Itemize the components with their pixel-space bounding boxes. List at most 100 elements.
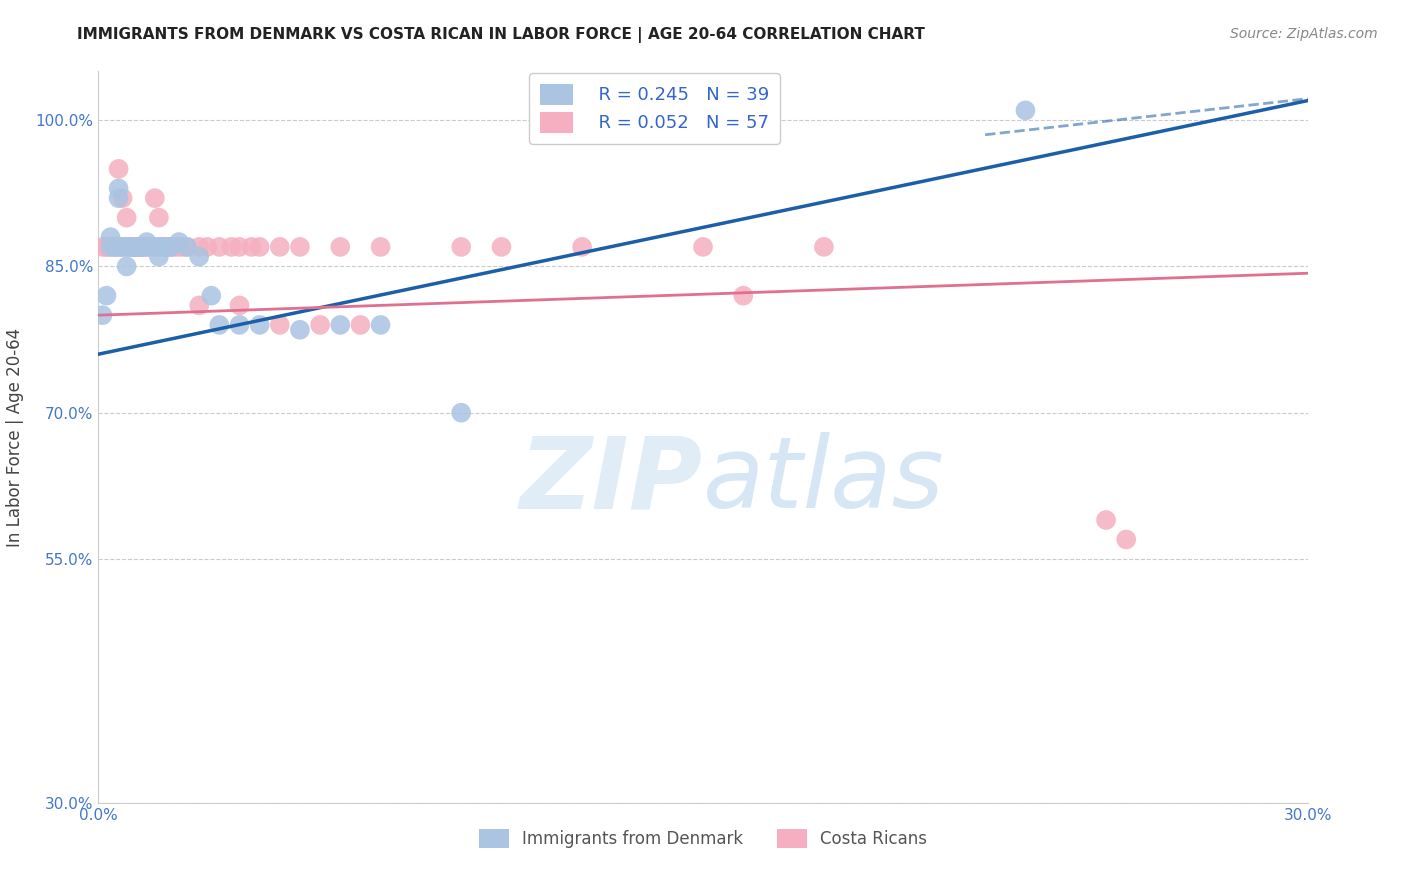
Point (124, 240, 146, 254)
Point (288, 323, 311, 337)
Point (115, 260, 138, 274)
Point (288, 240, 311, 254)
Text: Source: ZipAtlas.com: Source: ZipAtlas.com (1230, 27, 1378, 41)
Point (228, 240, 250, 254)
Point (152, 240, 174, 254)
Point (115, 240, 138, 254)
Point (103, 240, 125, 254)
Point (228, 298, 250, 312)
Point (103, 240, 125, 254)
Point (167, 240, 190, 254)
Point (139, 240, 162, 254)
Point (200, 288, 222, 302)
Point (124, 240, 146, 254)
Point (107, 181, 129, 195)
Point (692, 240, 714, 254)
Point (249, 318, 271, 332)
Point (167, 235, 190, 249)
Point (124, 240, 146, 254)
Point (148, 250, 170, 264)
Point (160, 240, 183, 254)
Point (91, 240, 114, 254)
Point (100, 240, 122, 254)
Point (115, 240, 138, 254)
Point (96, 240, 118, 254)
Point (571, 240, 593, 254)
Point (208, 318, 231, 332)
Text: ZIP: ZIP (520, 433, 703, 530)
Point (733, 288, 755, 302)
Point (111, 191, 134, 205)
Point (349, 318, 371, 332)
Point (370, 240, 392, 254)
Point (132, 240, 155, 254)
Point (156, 240, 179, 254)
Point (152, 240, 174, 254)
Point (228, 318, 250, 332)
Point (132, 240, 155, 254)
Point (221, 240, 243, 254)
Point (128, 240, 150, 254)
Point (172, 240, 194, 254)
Point (143, 240, 166, 254)
Point (115, 211, 138, 225)
Point (176, 240, 198, 254)
Point (120, 240, 142, 254)
Point (188, 240, 211, 254)
Point (1095, 513, 1118, 527)
Point (188, 298, 211, 312)
Point (156, 240, 179, 254)
Point (96, 288, 118, 302)
Point (143, 191, 166, 205)
Point (148, 211, 170, 225)
Point (111, 240, 134, 254)
Text: IMMIGRANTS FROM DENMARK VS COSTA RICAN IN LABOR FORCE | AGE 20-64 CORRELATION CH: IMMIGRANTS FROM DENMARK VS COSTA RICAN I… (77, 27, 925, 43)
Point (120, 240, 142, 254)
Point (135, 235, 157, 249)
Point (132, 240, 155, 254)
Point (450, 406, 472, 420)
Point (107, 191, 129, 205)
Point (107, 161, 129, 176)
Point (120, 240, 142, 254)
Point (309, 318, 332, 332)
Point (100, 240, 122, 254)
Point (100, 230, 122, 244)
Point (111, 240, 134, 254)
Point (195, 240, 218, 254)
Y-axis label: In Labor Force | Age 20-64: In Labor Force | Age 20-64 (7, 327, 24, 547)
Point (107, 240, 129, 254)
Point (148, 240, 170, 254)
Point (329, 318, 352, 332)
Point (132, 240, 155, 254)
Point (188, 250, 211, 264)
Point (103, 240, 125, 254)
Point (91, 308, 114, 322)
Point (160, 240, 183, 254)
Point (491, 240, 513, 254)
Point (249, 240, 271, 254)
Point (240, 240, 263, 254)
Point (370, 318, 392, 332)
Point (124, 240, 146, 254)
Point (96, 240, 118, 254)
Point (752, 128, 775, 142)
Point (128, 240, 150, 254)
Point (163, 240, 186, 254)
Point (208, 240, 231, 254)
Point (176, 240, 198, 254)
Point (139, 240, 162, 254)
Point (120, 240, 142, 254)
Point (269, 240, 291, 254)
Point (329, 240, 352, 254)
Point (1115, 533, 1137, 547)
Point (107, 240, 129, 254)
Point (148, 240, 170, 254)
Point (128, 240, 150, 254)
Text: atlas: atlas (703, 433, 945, 530)
Point (135, 240, 157, 254)
Point (1014, 103, 1036, 118)
Point (813, 240, 835, 254)
Point (135, 240, 157, 254)
Legend: Immigrants from Denmark, Costa Ricans: Immigrants from Denmark, Costa Ricans (471, 821, 935, 856)
